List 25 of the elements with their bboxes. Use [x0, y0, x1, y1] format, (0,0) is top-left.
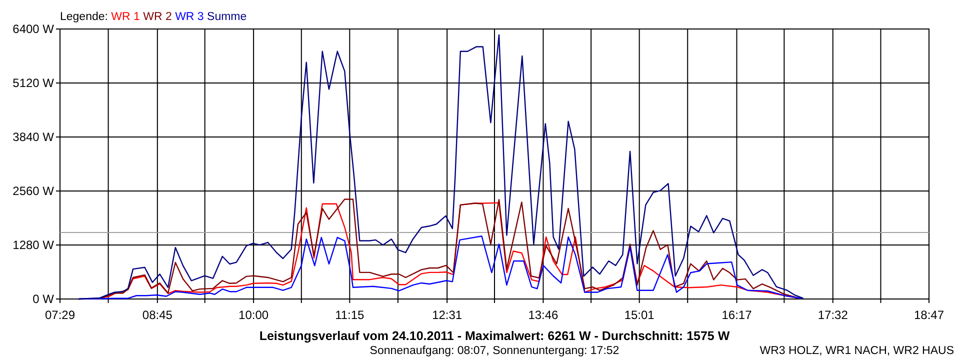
x-tick-label: 18:47 [914, 308, 944, 322]
x-tick-label: 10:00 [238, 308, 269, 322]
x-tick-label: 15:01 [624, 308, 655, 322]
x-tick-label: 11:15 [335, 308, 365, 322]
text: WR 3 [172, 11, 204, 23]
y-tick-label: 5120 W [12, 76, 55, 90]
x-tick-label: 17:32 [818, 308, 848, 322]
x-tick-label: 07:29 [44, 308, 76, 322]
y-tick-label: 0 W [32, 292, 55, 306]
line-series [78, 34, 804, 300]
text: WR3 HOLZ, WR1 NACH, WR2 HAUS [760, 345, 954, 357]
x-tick-label: 16:17 [722, 308, 752, 322]
x-tick-label: 13:46 [528, 308, 559, 322]
text: Sonnenaufgang: 08:07, Sonnenuntergang: 17:52 [370, 345, 620, 357]
text: Leistungsverlauf vom 24.10.2011 - Maximalwert: 6261 W - Durchschnitt: 1575 W [259, 329, 730, 343]
text: WR 1 [111, 11, 140, 23]
legend-title: Legende: [60, 11, 112, 23]
x-tick-label: 08:45 [142, 308, 173, 322]
x-tick-label: 12:31 [432, 308, 462, 322]
text: WR 2 [140, 11, 172, 23]
y-tick-label: 6400 W [12, 22, 55, 36]
text: Summe [204, 11, 247, 23]
y-tick-label: 2560 W [12, 184, 55, 198]
y-tick-label: 1280 W [12, 238, 55, 252]
y-tick-label: 3840 W [12, 130, 55, 144]
